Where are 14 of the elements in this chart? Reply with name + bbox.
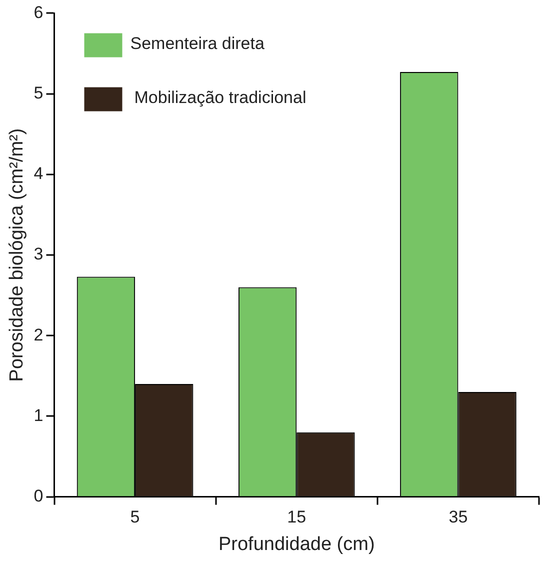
y-tick-label: 6 [34,2,44,22]
legend-label: Mobilização tradicional [134,88,306,107]
x-tick-label: 5 [130,508,140,527]
y-axis-title: Porosidade biológica (cm²/m²) [6,128,28,382]
y-tick-label: 2 [34,325,44,344]
y-tick-label: 5 [34,83,44,102]
y-tick-label: 3 [34,244,44,264]
y-tick-label: 4 [34,164,44,184]
y-tick-label: 1 [34,406,44,425]
y-tick-label: 0 [34,486,44,506]
x-tick-label: 15 [287,508,306,527]
x-tick-label: 35 [448,508,468,527]
legend-label: Sementeira direta [130,34,265,53]
x-axis-title: Profundidade (cm) [218,534,375,555]
